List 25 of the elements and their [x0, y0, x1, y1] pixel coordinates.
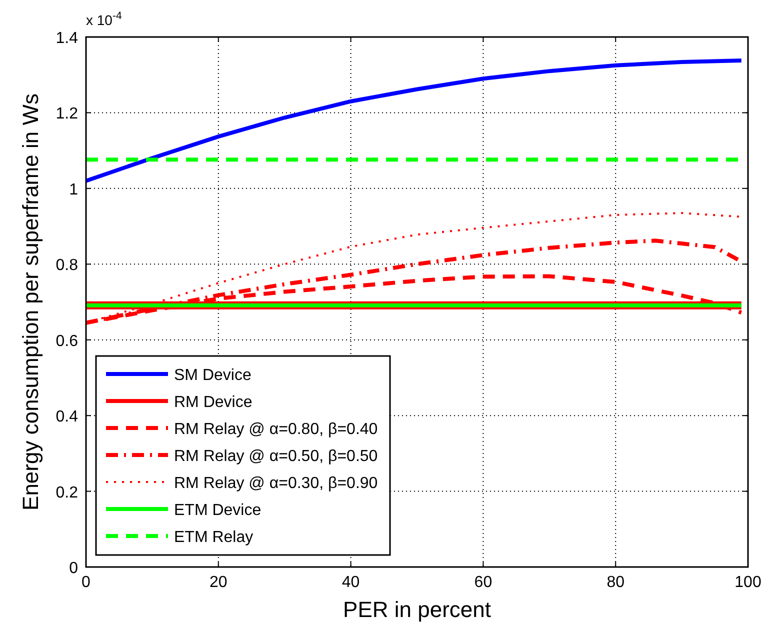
legend-label: RM Relay @ α=0.30, β=0.90	[174, 475, 378, 492]
x-tick-label: 100	[734, 574, 762, 591]
legend-label: ETM Relay	[174, 529, 254, 546]
y-tick-label: 0.4	[56, 408, 78, 426]
y-tick-label: 0.8	[56, 257, 78, 274]
line-series	[84, 58, 744, 183]
y-tick-label: 0	[69, 560, 78, 577]
x-tick-label: 40	[342, 574, 360, 591]
legend-label: RM Relay @ α=0.50, β=0.50	[174, 448, 378, 465]
y-axis-title: Energy consumption per superframe in Ws	[18, 94, 43, 510]
x-tick-label: 0	[82, 574, 91, 591]
legend-label: ETM Device	[174, 502, 262, 519]
y-tick-label: 1.4	[56, 30, 78, 47]
y-tick-label: 0.2	[56, 484, 78, 502]
x-tick-label: 80	[606, 574, 625, 591]
x-axis-title: PER in percent	[343, 597, 491, 622]
legend-label: RM Device	[174, 394, 252, 411]
y-tick-label: 0.6	[56, 332, 78, 350]
x-tick-label: 20	[210, 574, 228, 591]
y-tick-label: 1	[69, 181, 78, 198]
legend-label: SM Device	[174, 367, 252, 384]
y-tick-label: 1.2	[56, 106, 78, 123]
text: x 10$^{-4}$	[86, 10, 122, 28]
x-tick-label: 60	[474, 574, 492, 591]
legend-label: RM Relay @ α=0.80, β=0.40	[174, 421, 378, 438]
